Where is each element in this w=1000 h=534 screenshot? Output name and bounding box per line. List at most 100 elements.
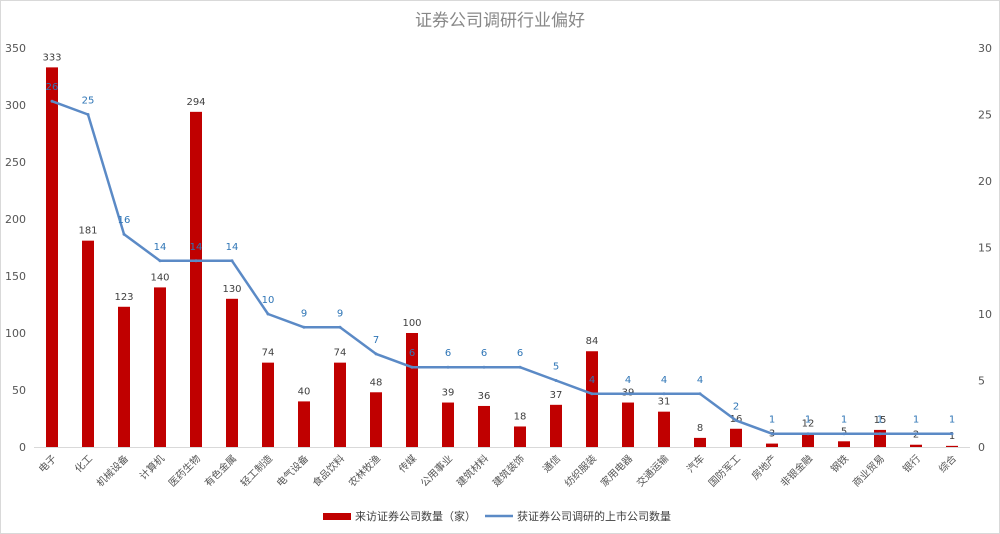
line-point bbox=[194, 259, 198, 263]
line-data-label: 25 bbox=[82, 96, 95, 107]
line-point bbox=[338, 325, 342, 329]
bar bbox=[442, 402, 454, 447]
left-tick-label: 200 bbox=[5, 213, 26, 226]
left-tick-label: 100 bbox=[5, 327, 26, 340]
line-data-label: 4 bbox=[589, 375, 595, 386]
line-point bbox=[914, 432, 918, 436]
bar bbox=[586, 351, 598, 447]
line-data-label: 1 bbox=[913, 415, 919, 426]
line-data-label: 1 bbox=[769, 415, 775, 426]
bar-data-label: 39 bbox=[442, 388, 455, 399]
bar-data-label: 15 bbox=[874, 415, 887, 426]
line-point bbox=[842, 432, 846, 436]
legend-label-bars: 来访证券公司数量（家） bbox=[355, 509, 476, 523]
line-point bbox=[302, 325, 306, 329]
bar-data-label: 74 bbox=[334, 348, 347, 359]
bar bbox=[694, 437, 706, 447]
left-tick-label: 50 bbox=[12, 384, 26, 397]
line-point bbox=[626, 392, 630, 396]
bar bbox=[802, 433, 814, 447]
bar bbox=[514, 426, 526, 447]
line-point bbox=[878, 432, 882, 436]
right-tick-label: 0 bbox=[978, 441, 985, 454]
chart-title: 证券公司调研行业偏好 bbox=[415, 11, 585, 31]
line-series: 26 25 16 14 14 14 10 9 9 7 6 6 6 6 5 4 4 4 4 2 1 1 1 1 1 1 bbox=[46, 82, 955, 436]
line-data-label: 14 bbox=[154, 242, 167, 253]
line-path bbox=[51, 100, 952, 435]
line-data-label: 9 bbox=[337, 308, 343, 319]
bar-data-label: 140 bbox=[150, 272, 169, 283]
right-tick-label: 30 bbox=[978, 42, 992, 55]
left-tick-label: 250 bbox=[5, 156, 26, 169]
line-data-label: 1 bbox=[877, 415, 883, 426]
left-tick-label: 350 bbox=[5, 42, 26, 55]
bar bbox=[82, 240, 94, 447]
line-point bbox=[266, 312, 270, 316]
bar-data-label: 74 bbox=[262, 348, 275, 359]
legend-swatch-bars bbox=[323, 513, 351, 520]
bar bbox=[154, 287, 166, 447]
line-point bbox=[662, 392, 666, 396]
bar bbox=[910, 444, 922, 447]
legend: 来访证券公司数量（家） 获证券公司调研的上市公司数量 bbox=[323, 509, 671, 523]
bar bbox=[730, 428, 742, 447]
line-data-label: 6 bbox=[409, 348, 415, 359]
bar bbox=[226, 298, 238, 447]
bar-data-label: 40 bbox=[298, 386, 311, 397]
line-data-label: 14 bbox=[190, 242, 203, 253]
line-point bbox=[158, 259, 162, 263]
bar-data-label: 5 bbox=[841, 426, 847, 437]
left-tick-label: 300 bbox=[5, 99, 26, 112]
bar bbox=[658, 411, 670, 447]
line-data-label: 4 bbox=[697, 375, 703, 386]
line-data-label: 10 bbox=[262, 295, 275, 306]
bar bbox=[550, 404, 562, 447]
line-data-label: 4 bbox=[625, 375, 631, 386]
line-point bbox=[86, 113, 90, 116]
line-data-label: 6 bbox=[517, 348, 523, 359]
line-data-label: 1 bbox=[805, 415, 811, 426]
line-data-label: 1 bbox=[841, 415, 847, 426]
left-axis: 0 50 100 150 200 250 300 350 bbox=[5, 42, 970, 454]
left-tick-label: 150 bbox=[5, 270, 26, 283]
bar-data-label: 130 bbox=[222, 284, 241, 295]
line-point bbox=[374, 352, 378, 356]
bar-data-label: 2 bbox=[913, 430, 919, 441]
line-point bbox=[50, 99, 54, 103]
line-point bbox=[590, 392, 594, 396]
bar bbox=[190, 111, 202, 447]
legend-label-line: 获证券公司调研的上市公司数量 bbox=[517, 509, 671, 523]
line-point bbox=[734, 418, 738, 422]
bar bbox=[46, 67, 58, 447]
line-data-label: 1 bbox=[949, 415, 955, 426]
bar bbox=[298, 401, 310, 447]
line-point bbox=[950, 432, 954, 436]
right-tick-label: 25 bbox=[978, 109, 992, 122]
right-axis: 0 5 10 15 20 25 30 bbox=[978, 42, 992, 454]
line-data-label: 14 bbox=[226, 242, 239, 253]
line-point bbox=[518, 365, 522, 369]
bar-data-label: 8 bbox=[697, 423, 703, 434]
bar-data-label: 100 bbox=[402, 318, 421, 329]
right-tick-label: 20 bbox=[978, 175, 992, 188]
line-data-label: 4 bbox=[661, 375, 667, 386]
bar bbox=[334, 362, 346, 447]
left-tick-label: 0 bbox=[19, 441, 26, 454]
bar bbox=[622, 402, 634, 447]
line-data-label: 7 bbox=[373, 335, 379, 346]
bar-data-label: 36 bbox=[478, 391, 491, 402]
bar bbox=[370, 392, 382, 447]
line-data-label: 2 bbox=[733, 401, 739, 412]
line-point bbox=[482, 365, 486, 369]
bar bbox=[262, 362, 274, 447]
line-data-label: 6 bbox=[481, 348, 487, 359]
bar bbox=[478, 405, 490, 447]
line-point bbox=[230, 259, 234, 263]
bar-data-label: 12 bbox=[802, 418, 815, 429]
line-point bbox=[770, 432, 774, 436]
right-tick-label: 5 bbox=[978, 375, 985, 388]
